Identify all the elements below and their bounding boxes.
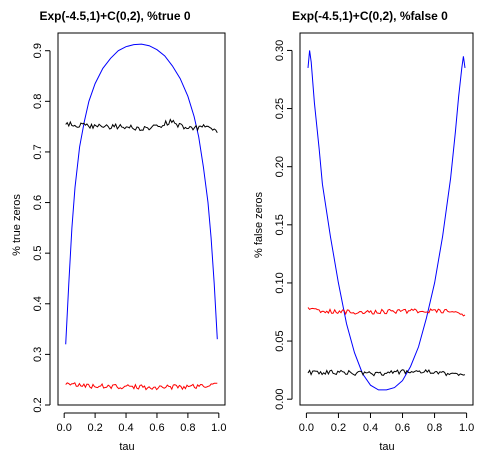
x-tick-label: 0.0	[57, 422, 72, 434]
series-line-blue	[65, 43, 218, 345]
y-tick-label: 0.4	[32, 296, 44, 311]
y-tick-label: 0.5	[32, 246, 44, 261]
y-tick-label: 0.7	[32, 144, 44, 159]
x-tick-label: 0.6	[149, 422, 164, 434]
series-line-black	[307, 369, 466, 377]
x-tick-label: 0.4	[363, 422, 378, 434]
y-axis-label: % true zeros	[11, 194, 23, 256]
y-tick-label: 0.2	[32, 397, 44, 412]
series-line-red	[307, 307, 466, 317]
plot-frame	[299, 32, 474, 406]
plot-frame	[57, 32, 226, 406]
x-tick-label: 0.2	[331, 422, 346, 434]
y-tick-label: 0.3	[32, 347, 44, 362]
chart-panel-true-zeros: Exp(-4.5,1)+C(0,2), %true 0 tau % true z…	[11, 9, 226, 453]
chart-panel-false-zeros: Exp(-4.5,1)+C(0,2), %false 0 tau % false…	[253, 9, 474, 453]
y-tick-label: 0.05	[274, 330, 286, 351]
x-tick-label: 0.4	[118, 422, 133, 434]
x-tick-label: 0.6	[395, 422, 410, 434]
x-axis-label: tau	[379, 441, 394, 453]
chart-title: Exp(-4.5,1)+C(0,2), %true 0	[39, 9, 190, 23]
x-tick-label: 0.0	[299, 422, 314, 434]
y-tick-label: 0.10	[274, 272, 286, 293]
x-tick-label: 0.2	[87, 422, 102, 434]
y-tick-label: 0.30	[274, 40, 286, 61]
y-tick-label: 0.00	[274, 388, 286, 409]
y-tick-label: 0.8	[32, 94, 44, 109]
x-axis-label: tau	[119, 441, 134, 453]
series-line-blue	[307, 50, 466, 391]
y-tick-label: 0.20	[274, 156, 286, 177]
y-tick-label: 0.25	[274, 98, 286, 119]
x-tick-label: 0.8	[427, 422, 442, 434]
y-tick-label: 0.9	[32, 43, 44, 58]
x-tick-label: 1.0	[459, 422, 474, 434]
x-tick-label: 0.8	[180, 422, 195, 434]
y-tick-label: 0.15	[274, 214, 286, 235]
x-tick-label: 1.0	[211, 422, 226, 434]
chart-title: Exp(-4.5,1)+C(0,2), %false 0	[292, 9, 448, 23]
series-line-black	[65, 118, 218, 134]
y-tick-label: 0.6	[32, 195, 44, 210]
series-line-red	[65, 382, 218, 391]
y-axis-label: % false zeros	[253, 191, 265, 258]
